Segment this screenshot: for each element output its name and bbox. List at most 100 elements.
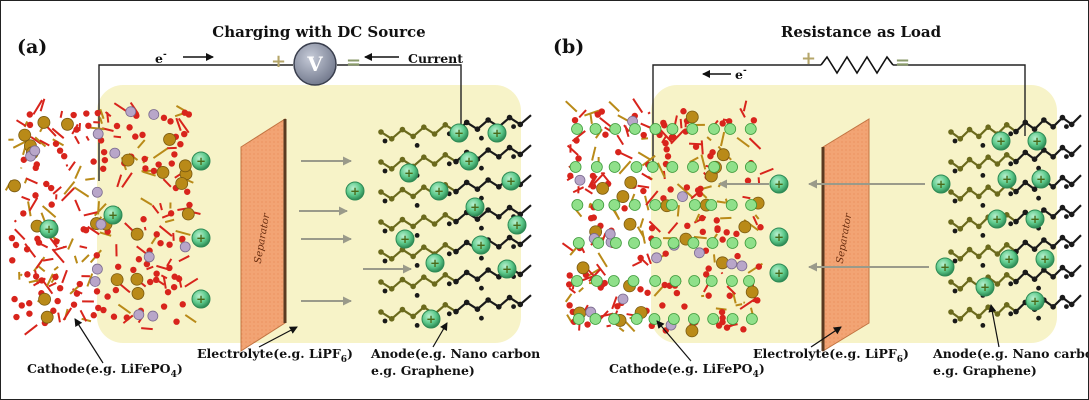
carbon-atom [1003,152,1010,158]
phosphorus-atom [89,276,101,287]
intercalated-lithium [667,313,680,325]
oxygen-atom [47,184,55,192]
intercalated-lithium [744,161,757,173]
electrolyte-pointer-b [810,326,842,348]
carbon-atom [410,283,416,290]
oxygen-atom [99,165,107,172]
carbon-atom [388,136,395,142]
oxygen-atom [43,180,50,188]
bond [175,229,191,236]
bond [59,110,64,118]
oxygen-atom [170,283,178,291]
oxygen-atom [707,152,714,160]
bond [566,314,573,323]
bond [184,277,199,288]
carbon-atom [1013,308,1019,315]
bond [639,218,645,228]
bond [641,154,656,167]
carbon-atom [976,133,982,140]
bond [659,128,673,144]
carbon-atom [414,203,420,208]
bond [616,134,625,146]
carbon-atom [388,316,395,322]
bond [90,126,105,131]
bond [676,183,693,198]
carbon-atom [1013,158,1019,165]
intercalated-lithium [649,275,662,287]
bond [116,174,123,188]
oxygen-atom [177,140,184,148]
ion-charge-sign: + [774,230,784,244]
intercalated-lithium [589,123,602,135]
oxygen-atom [110,313,118,320]
intercalated-lithium [627,275,640,287]
intercalated-lithium [592,199,605,211]
bond [743,301,746,304]
oxygen-atom [150,167,158,175]
oxygen-atom [567,172,574,180]
carbon-atom [414,143,420,148]
panel-b-label: (b) [553,36,584,58]
panel-a-title: Charging with DC Source [212,23,425,41]
lithium-ion [1035,249,1055,269]
oxygen-atom [80,226,87,233]
oxygen-atom [166,241,173,248]
bond [568,287,577,294]
bond [661,135,667,144]
carbon-atom [399,156,406,163]
bond [158,225,173,237]
bond [578,286,584,293]
oxygen-atom [185,111,193,118]
carbon-atom [382,318,388,324]
carbon-atom [957,316,964,322]
iron-atom [37,116,51,129]
phosphorus-atom [147,310,159,322]
phosphorus-atom [143,251,155,263]
ion-charge-sign: + [400,232,410,246]
oxygen-atom [167,210,175,217]
ion-charge-sign: + [996,134,1006,148]
bond [15,119,27,127]
carbon-atom [1031,246,1038,252]
carbon-atom [994,161,1001,167]
oxygen-atom [20,156,28,163]
bond [60,187,76,202]
bond [146,265,154,271]
carbon-atom [506,144,513,151]
carbon-atom [378,279,384,285]
bond [572,186,585,194]
negative-terminal-sign-b: = [895,52,910,73]
iron-atom [175,177,189,190]
oxygen-atom [143,260,151,268]
oxygen-atom [52,140,60,147]
intercalated-lithium [666,123,679,135]
iron-atom [8,179,21,193]
carbon-atom [453,188,459,195]
carbon-atom [976,313,982,320]
carbon-atom [952,198,958,204]
carbon-atom [378,219,384,225]
carbon-atom [1059,264,1066,271]
carbon-atom [948,189,954,195]
bond [599,117,612,128]
oxygen-atom [598,108,605,115]
bond [645,190,659,206]
oxygen-atom [8,234,16,242]
carbon-atom [414,263,420,268]
bond [693,235,707,240]
carbon-atom [442,212,449,218]
oxygen-atom [61,152,68,160]
carbon-atom [479,165,484,171]
carbon-atom [1008,131,1014,137]
oxygen-atom [23,246,31,253]
bond [30,136,42,145]
carbon-atom [1036,165,1041,171]
carbon-atom [980,263,986,268]
carbon-atom [479,315,484,321]
carbon-atom [1013,278,1019,285]
intercalated-lithium [608,313,621,325]
carbon-atom [1022,179,1029,186]
oxygen-atom [90,158,97,165]
phosphorus-atom [617,293,629,305]
oxygen-atom [153,270,160,277]
